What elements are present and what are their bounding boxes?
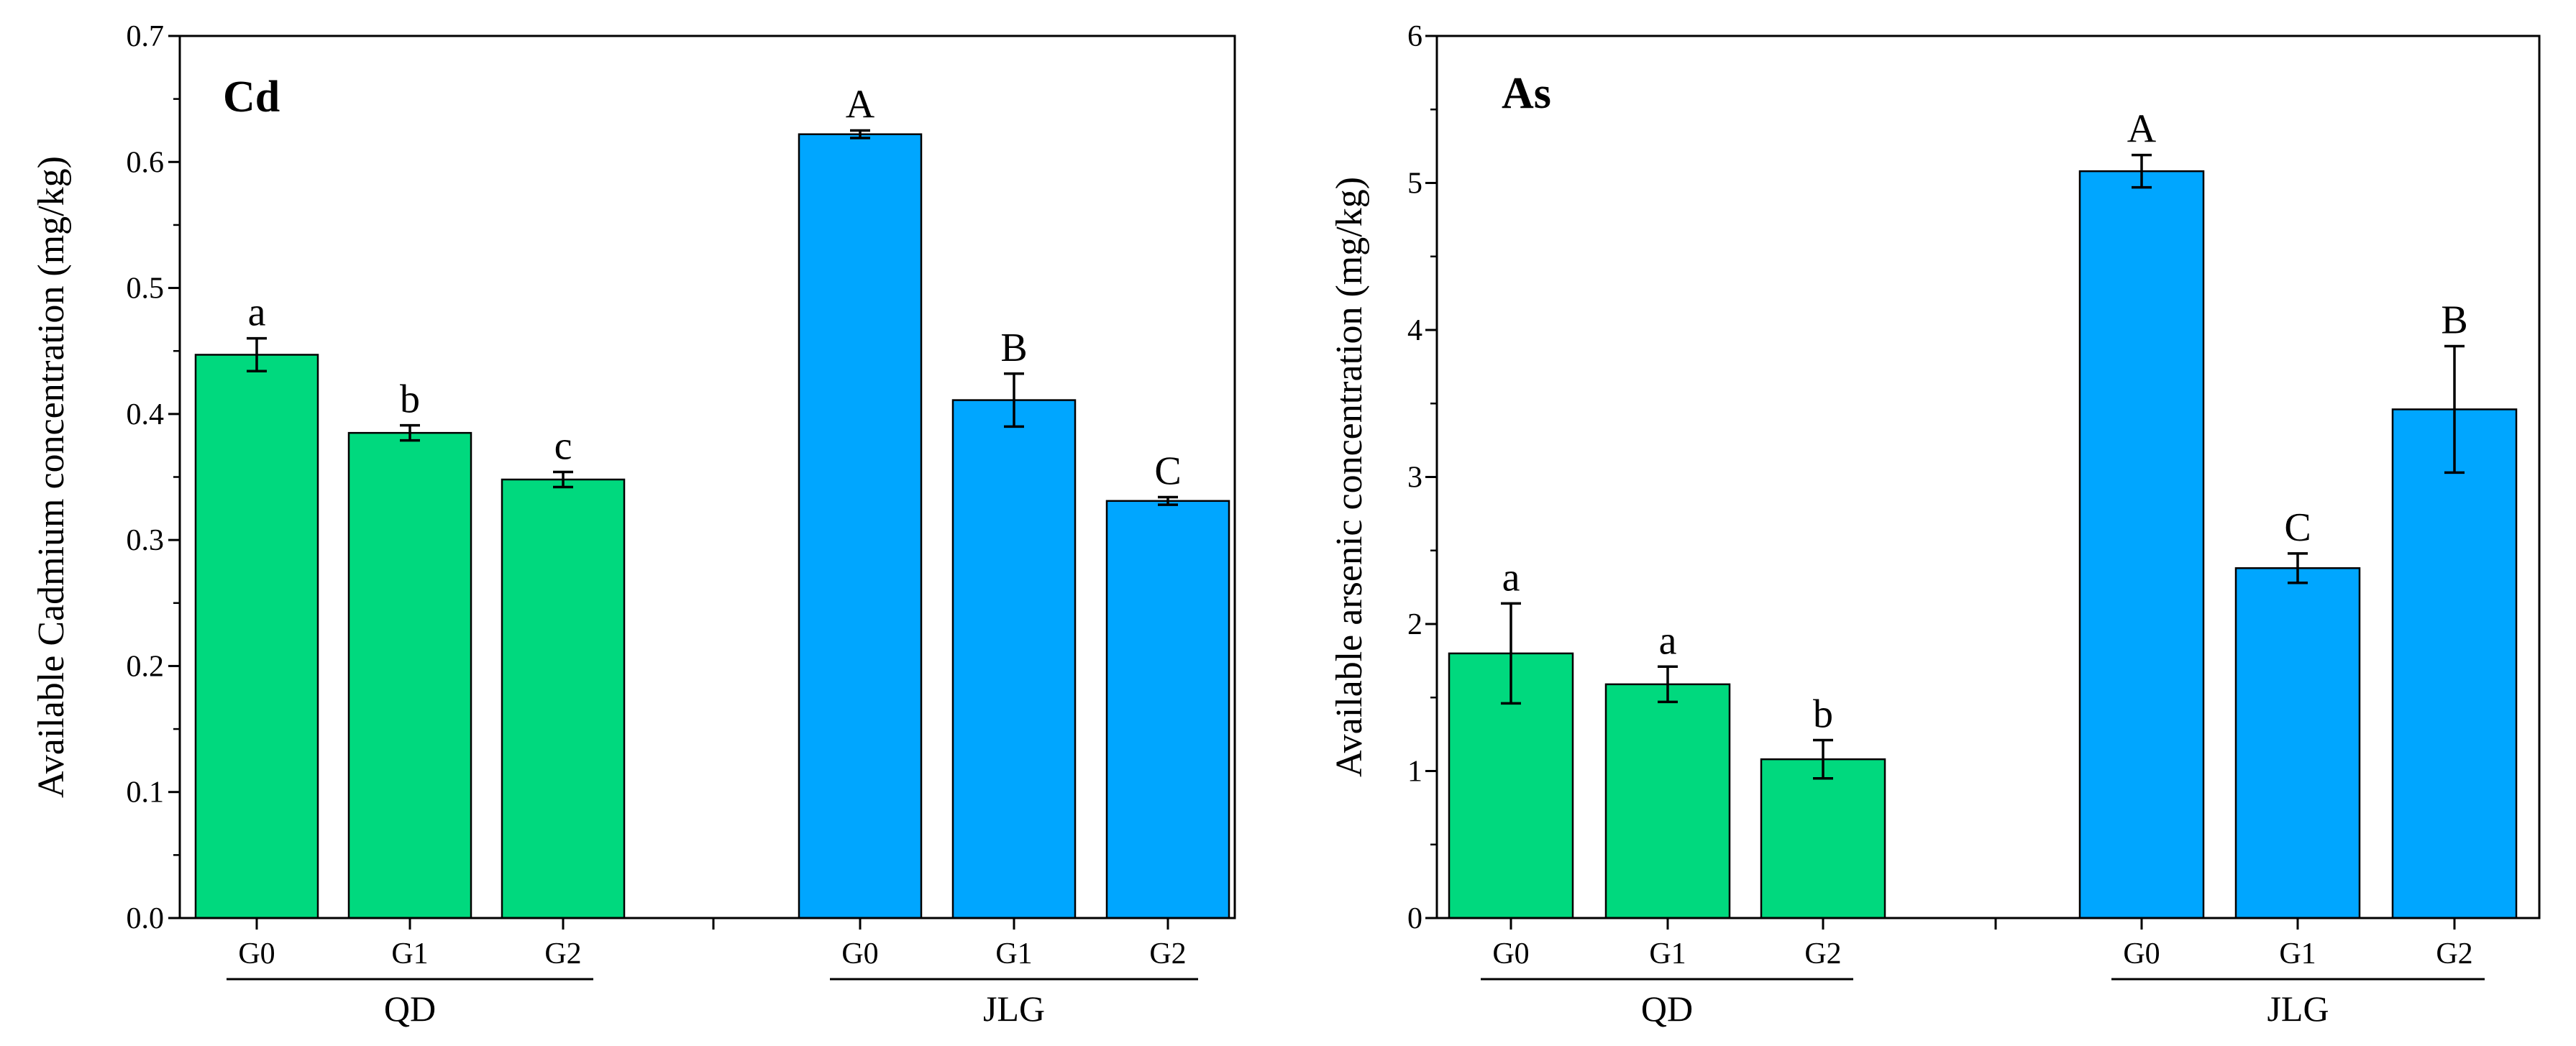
- x-tick-label: G0: [1492, 937, 1529, 971]
- y-tick-label: 0.3: [127, 524, 165, 557]
- bar-jlg-g0: [2078, 170, 2205, 919]
- group-label: QD: [384, 988, 436, 1029]
- significance-letter: B: [1000, 326, 1027, 370]
- panel-title: As: [1502, 69, 1551, 118]
- significance-letter: b: [400, 377, 420, 422]
- y-axis-label: Available arsenic concentration (mg/kg): [1329, 177, 1370, 777]
- significance-letter: B: [2441, 298, 2467, 342]
- x-tick-label: G1: [391, 937, 428, 971]
- y-tick-label: 5: [1407, 168, 1422, 201]
- significance-letter: a: [248, 290, 266, 335]
- panel-1: a G0 b G1 c G2 QD A G0 B G1 C G2 JLG 0.0 0.1 0.2 0.3 0.4 0.…: [31, 20, 1236, 1029]
- x-tick-label: G2: [1804, 937, 1841, 971]
- y-tick-label: 0.0: [127, 902, 165, 935]
- x-tick-label: G0: [841, 937, 878, 971]
- bar-qd-g1: [1604, 683, 1731, 919]
- group-label: JLG: [983, 988, 1045, 1029]
- bar-qd-g1: [347, 431, 472, 919]
- bar-jlg-g1: [951, 399, 1077, 919]
- y-tick-label: 6: [1407, 20, 1422, 53]
- y-tick-label: 0.1: [127, 776, 165, 809]
- significance-letter: a: [1502, 555, 1520, 600]
- x-tick-label: G0: [238, 937, 275, 971]
- x-tick-label: G2: [2436, 937, 2472, 971]
- plot-frame: [178, 35, 1236, 919]
- significance-letter: c: [554, 423, 572, 468]
- significance-letter: C: [1154, 449, 1181, 494]
- bar-jlg-g0: [798, 133, 923, 919]
- panel-2: a G0 a G1 b G2 QD A G0 C G1 B G2 JLG 0 1 2 3 4 5 6 Available …: [1329, 20, 2541, 1029]
- bar-qd-g2: [501, 478, 626, 919]
- x-tick-label: G0: [2123, 937, 2160, 971]
- group-label: QD: [1641, 988, 1693, 1029]
- significance-letter: C: [2284, 505, 2311, 550]
- significance-letter: A: [846, 82, 875, 127]
- y-tick-label: 0.6: [127, 146, 165, 179]
- y-tick-label: 0.7: [127, 20, 165, 53]
- y-tick-label: 1: [1407, 756, 1422, 789]
- y-axis-label: Available Cadmium concentration (mg/kg): [31, 156, 72, 798]
- significance-letter: A: [2127, 107, 2157, 152]
- y-tick-label: 0.4: [127, 398, 165, 431]
- x-tick-label: G2: [1149, 937, 1186, 971]
- plot-frame: [1435, 35, 2541, 919]
- bar-qd-g0: [194, 354, 319, 919]
- group-label: JLG: [2267, 988, 2329, 1029]
- x-tick-label: G1: [1649, 937, 1686, 971]
- significance-letter: b: [1813, 692, 1833, 737]
- y-tick-label: 0.5: [127, 272, 165, 306]
- bar-jlg-g2: [2391, 408, 2518, 919]
- bar-jlg-g2: [1105, 500, 1230, 919]
- x-tick-label: G2: [544, 937, 581, 971]
- y-tick-label: 2: [1407, 608, 1422, 641]
- y-tick-label: 3: [1407, 462, 1422, 495]
- y-tick-label: 0.2: [127, 650, 165, 683]
- bar-jlg-g1: [2234, 567, 2361, 919]
- x-tick-label: G1: [995, 937, 1032, 971]
- bar-qd-g2: [1760, 758, 1886, 919]
- y-tick-label: 4: [1407, 314, 1422, 347]
- y-tick-label: 0: [1407, 902, 1422, 935]
- significance-letter: a: [1659, 618, 1677, 663]
- panel-title: Cd: [223, 73, 280, 121]
- x-tick-label: G1: [2279, 937, 2316, 971]
